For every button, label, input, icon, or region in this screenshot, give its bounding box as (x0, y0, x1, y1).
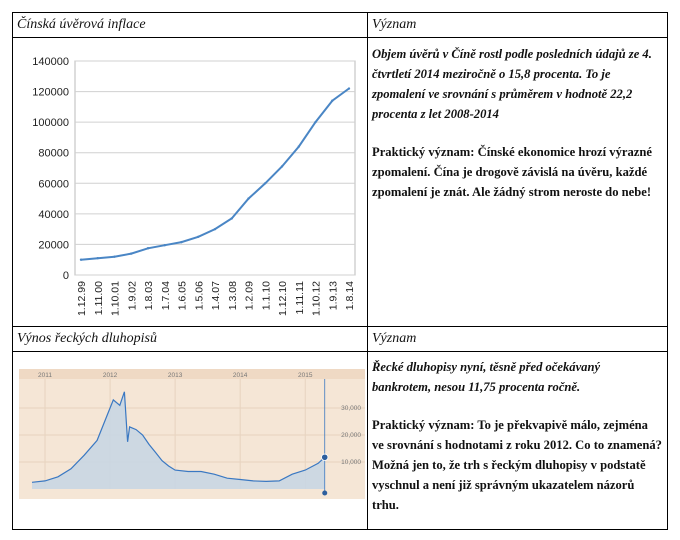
y-tick-label: 120000 (32, 87, 69, 99)
x-tick-label: 2011 (38, 372, 52, 379)
credit-data-point (314, 120, 317, 124)
x-tick-label: 1.7.04 (160, 281, 172, 310)
meaning-header: Význam (372, 331, 417, 346)
yield-area (32, 391, 325, 489)
year-bar (19, 369, 365, 379)
last-value-marker (321, 453, 329, 461)
x-tick-label: 1.1.10 (260, 281, 272, 310)
x-tick-label: 1.3.08 (227, 281, 239, 310)
plot-area (74, 60, 356, 276)
x-tick-label: 1.4.07 (210, 281, 222, 310)
chinese-credit-chart: 0 20000 40000 60000 80000 100000 120000 140000 1… (19, 49, 359, 317)
credit-data-point (113, 255, 116, 258)
credit-data-point (247, 197, 250, 200)
x-tick-label: 2014 (233, 372, 248, 379)
x-tick-label: 1.9.13 (327, 281, 339, 310)
chinese-credit-meaning: Objem úvěrů v Číně rostl podle posledníc… (372, 44, 662, 220)
credit-data-point (180, 240, 183, 244)
meaning-header: Význam (372, 17, 417, 32)
table-divider (13, 326, 667, 327)
x-tick-label: 1.12.10 (277, 281, 289, 316)
greek-bonds-meaning: Řecké dluhopisy nyní, těsně před očekáva… (372, 357, 662, 533)
x-tick-label: 1.6.05 (177, 281, 189, 310)
credit-data-point (280, 165, 284, 168)
chinese-credit-paragraph-1: Objem úvěrů v Číně rostl podle posledníc… (372, 47, 652, 121)
y-tick-label: 40000 (38, 209, 69, 221)
credit-data-point (230, 217, 233, 220)
credit-data-point (163, 243, 166, 247)
credit-data-point (213, 227, 217, 231)
greek-bonds-chart-svg: 2011 2012 2013 2014 2015 10,000 20,000 30,000 (19, 369, 365, 499)
credit-data-point (297, 145, 300, 148)
y-tick-label: 10,000 (341, 459, 361, 466)
credit-data-point (130, 252, 133, 255)
credit-data-point (197, 235, 200, 238)
x-tick-label: 1.12.99 (76, 281, 88, 316)
x-tick-label: 1.9.02 (126, 281, 138, 310)
table-divider (13, 351, 667, 352)
y-tick-label: 30,000 (341, 405, 361, 412)
credit-data-point (331, 99, 334, 102)
credit-data-point (264, 182, 267, 185)
y-tick-label: 20,000 (341, 432, 361, 439)
x-tick-label: 1.10.01 (110, 281, 122, 316)
y-tick-label: 60000 (38, 178, 69, 190)
x-tick-label: 1.8.14 (344, 281, 356, 310)
y-tick-label: 80000 (38, 148, 69, 160)
greek-bonds-header: Výnos řeckých dluhopisů (17, 331, 157, 346)
x-tick-label: 1.11.00 (93, 281, 105, 315)
y-tick-label: 100000 (32, 117, 69, 129)
y-tick-label: 140000 (32, 56, 69, 68)
table-column-divider (367, 13, 368, 529)
chinese-credit-header: Čínská úvěrová inflace (17, 17, 146, 32)
comparison-table: Čínská úvěrová inflace Význam 0 20000 4000… (12, 12, 668, 530)
x-tick-label: 2015 (298, 372, 313, 379)
credit-data-point (146, 247, 150, 250)
x-tick-label: 1.10.12 (311, 281, 323, 316)
x-tick-label: 2013 (168, 372, 183, 379)
yield-series-line (31, 391, 326, 483)
greek-bonds-paragraph-2: Praktický význam: To je překvapivě málo,… (372, 418, 662, 512)
greek-bonds-chart: 2011 2012 2013 2014 2015 10,000 20,000 30,000 (19, 369, 365, 499)
x-tick-label: 1.8.03 (143, 281, 155, 310)
credit-data-point (347, 87, 351, 90)
chinese-credit-paragraph-2: Praktický význam: Čínské ekonomice hrozí… (372, 145, 652, 199)
x-tick-label: 1.11.11 (294, 281, 306, 315)
y-tick-label: 0 (63, 270, 69, 282)
x-tick-label: 2012 (103, 372, 118, 379)
y-tick-label: 20000 (38, 239, 69, 251)
x-tick-label: 1.5.06 (193, 281, 205, 310)
x-tick-label: 1.2.09 (244, 281, 256, 310)
credit-data-point (79, 258, 83, 261)
cursor-handle (322, 490, 328, 496)
table-divider (13, 37, 667, 38)
credit-data-point (96, 256, 99, 260)
chinese-credit-chart-svg: 0 20000 40000 60000 80000 100000 120000 140000 1… (32, 56, 356, 316)
greek-bonds-paragraph-1: Řecké dluhopisy nyní, těsně před očekáva… (372, 360, 601, 394)
